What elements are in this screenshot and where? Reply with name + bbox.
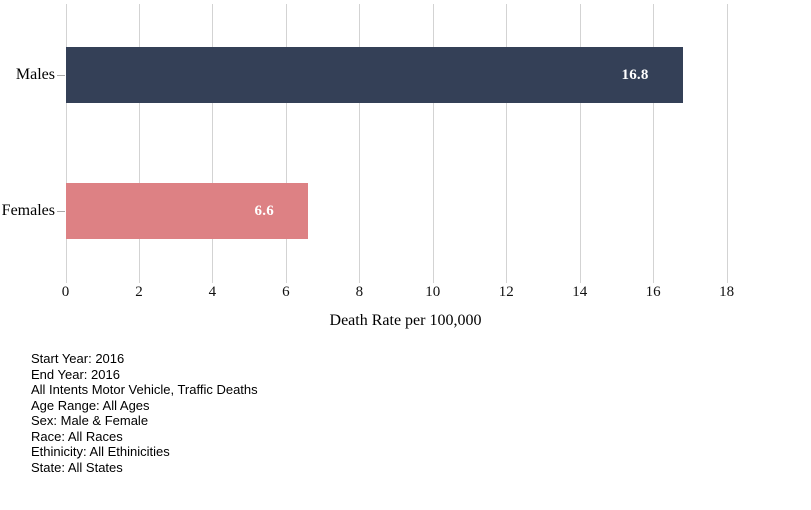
- footer-line: Race: All Races: [31, 428, 123, 444]
- bar-value-label: 16.8: [621, 66, 649, 83]
- x-axis-title: Death Rate per 100,000: [329, 312, 482, 329]
- x-axis-tick-label: 12: [498, 284, 514, 300]
- x-axis-tick-label: 14: [572, 284, 588, 300]
- bar-value-label: 6.6: [254, 202, 274, 219]
- category-tick: [57, 211, 65, 212]
- gridline: [65, 4, 67, 283]
- x-axis-tick-label: 16: [645, 284, 661, 300]
- x-axis-tick-label: 18: [719, 284, 735, 300]
- category-tick: [57, 75, 65, 76]
- footer-line: Ethinicity: All Ethinicities: [31, 444, 170, 459]
- category-label-females: Females: [1, 202, 55, 219]
- footer-line: Start Year: 2016: [31, 351, 125, 366]
- bar-males[interactable]: 16.8: [65, 47, 683, 103]
- plot-area: 0 2 4 6 8 10 12 14 16 18 16.8 Males 6.6 Females: [1, 4, 735, 300]
- x-axis-tick-label: 4: [208, 284, 217, 300]
- gridline: [653, 4, 655, 283]
- gridline: [285, 4, 287, 283]
- gridline: [726, 4, 728, 283]
- x-axis-tick-label: 2: [135, 284, 143, 300]
- chart-footer-notes: Start Year: 2016 End Year: 2016 All Intent…: [31, 351, 258, 475]
- footer-line: Sex: Male & Female: [31, 413, 149, 428]
- footer-line: Age Range: All Ages: [31, 397, 150, 413]
- gridline: [506, 4, 508, 283]
- footer-line: State: All States: [31, 459, 123, 475]
- gridline: [138, 4, 140, 283]
- gridline: [212, 4, 214, 283]
- x-axis-tick-label: 0: [61, 284, 70, 300]
- x-axis-tick-label: 10: [425, 284, 441, 300]
- gridline: [432, 4, 434, 283]
- footer-line: All Intents Motor Vehicle, Traffic Death…: [31, 382, 258, 397]
- footer-line: End Year: 2016: [31, 366, 120, 382]
- bar-females[interactable]: 6.6: [65, 183, 308, 239]
- gridline: [359, 4, 361, 283]
- category-label-males: Males: [15, 66, 55, 83]
- x-axis-tick-label: 8: [355, 284, 364, 300]
- x-axis-tick-label: 6: [282, 284, 290, 300]
- gridline: [579, 4, 581, 283]
